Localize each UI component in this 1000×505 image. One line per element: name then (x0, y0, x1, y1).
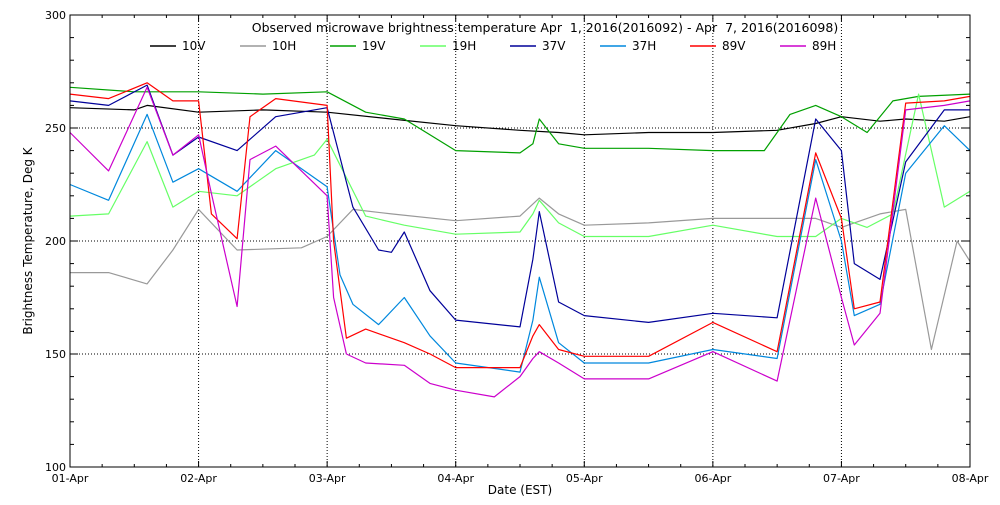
legend-label-37h: 37H (632, 39, 656, 53)
x-tick-label: 01-Apr (52, 472, 89, 485)
y-tick-label: 250 (45, 122, 66, 135)
x-axis-label: Date (EST) (488, 483, 552, 497)
series-line-37h (69, 113, 971, 373)
x-tick-label: 07-Apr (823, 472, 860, 485)
legend-label-19v: 19V (362, 39, 386, 53)
series-line-10h (70, 197, 971, 351)
y-tick-label: 150 (45, 348, 66, 361)
series-line-37v (69, 84, 970, 328)
y-tick-label: 100 (45, 461, 66, 474)
x-tick-label: 08-Apr (952, 472, 989, 485)
legend-label-89h: 89H (812, 39, 836, 53)
x-tick-label: 03-Apr (309, 472, 346, 485)
x-tick-label: 05-Apr (566, 472, 603, 485)
chart-title: Observed microwave brightness temperatur… (252, 20, 838, 35)
legend-label-89v: 89V (722, 39, 746, 53)
legend-label-19h: 19H (452, 39, 476, 53)
x-tick-label: 02-Apr (180, 472, 217, 485)
x-tick-label: 06-Apr (694, 472, 731, 485)
legend-label-10h: 10H (272, 39, 296, 53)
legend-label-10v: 10V (182, 39, 206, 53)
y-tick-label: 200 (45, 235, 66, 248)
y-axis-label: Brightness Temperature, Deg K (21, 146, 35, 334)
y-tick-label: 300 (45, 9, 66, 22)
x-tick-label: 04-Apr (437, 472, 474, 485)
series-line-89h (69, 86, 971, 398)
series-line-89v (69, 82, 971, 369)
legend-label-37v: 37V (542, 39, 566, 53)
series-line-10v (69, 104, 971, 136)
series-line-19v (69, 86, 971, 154)
